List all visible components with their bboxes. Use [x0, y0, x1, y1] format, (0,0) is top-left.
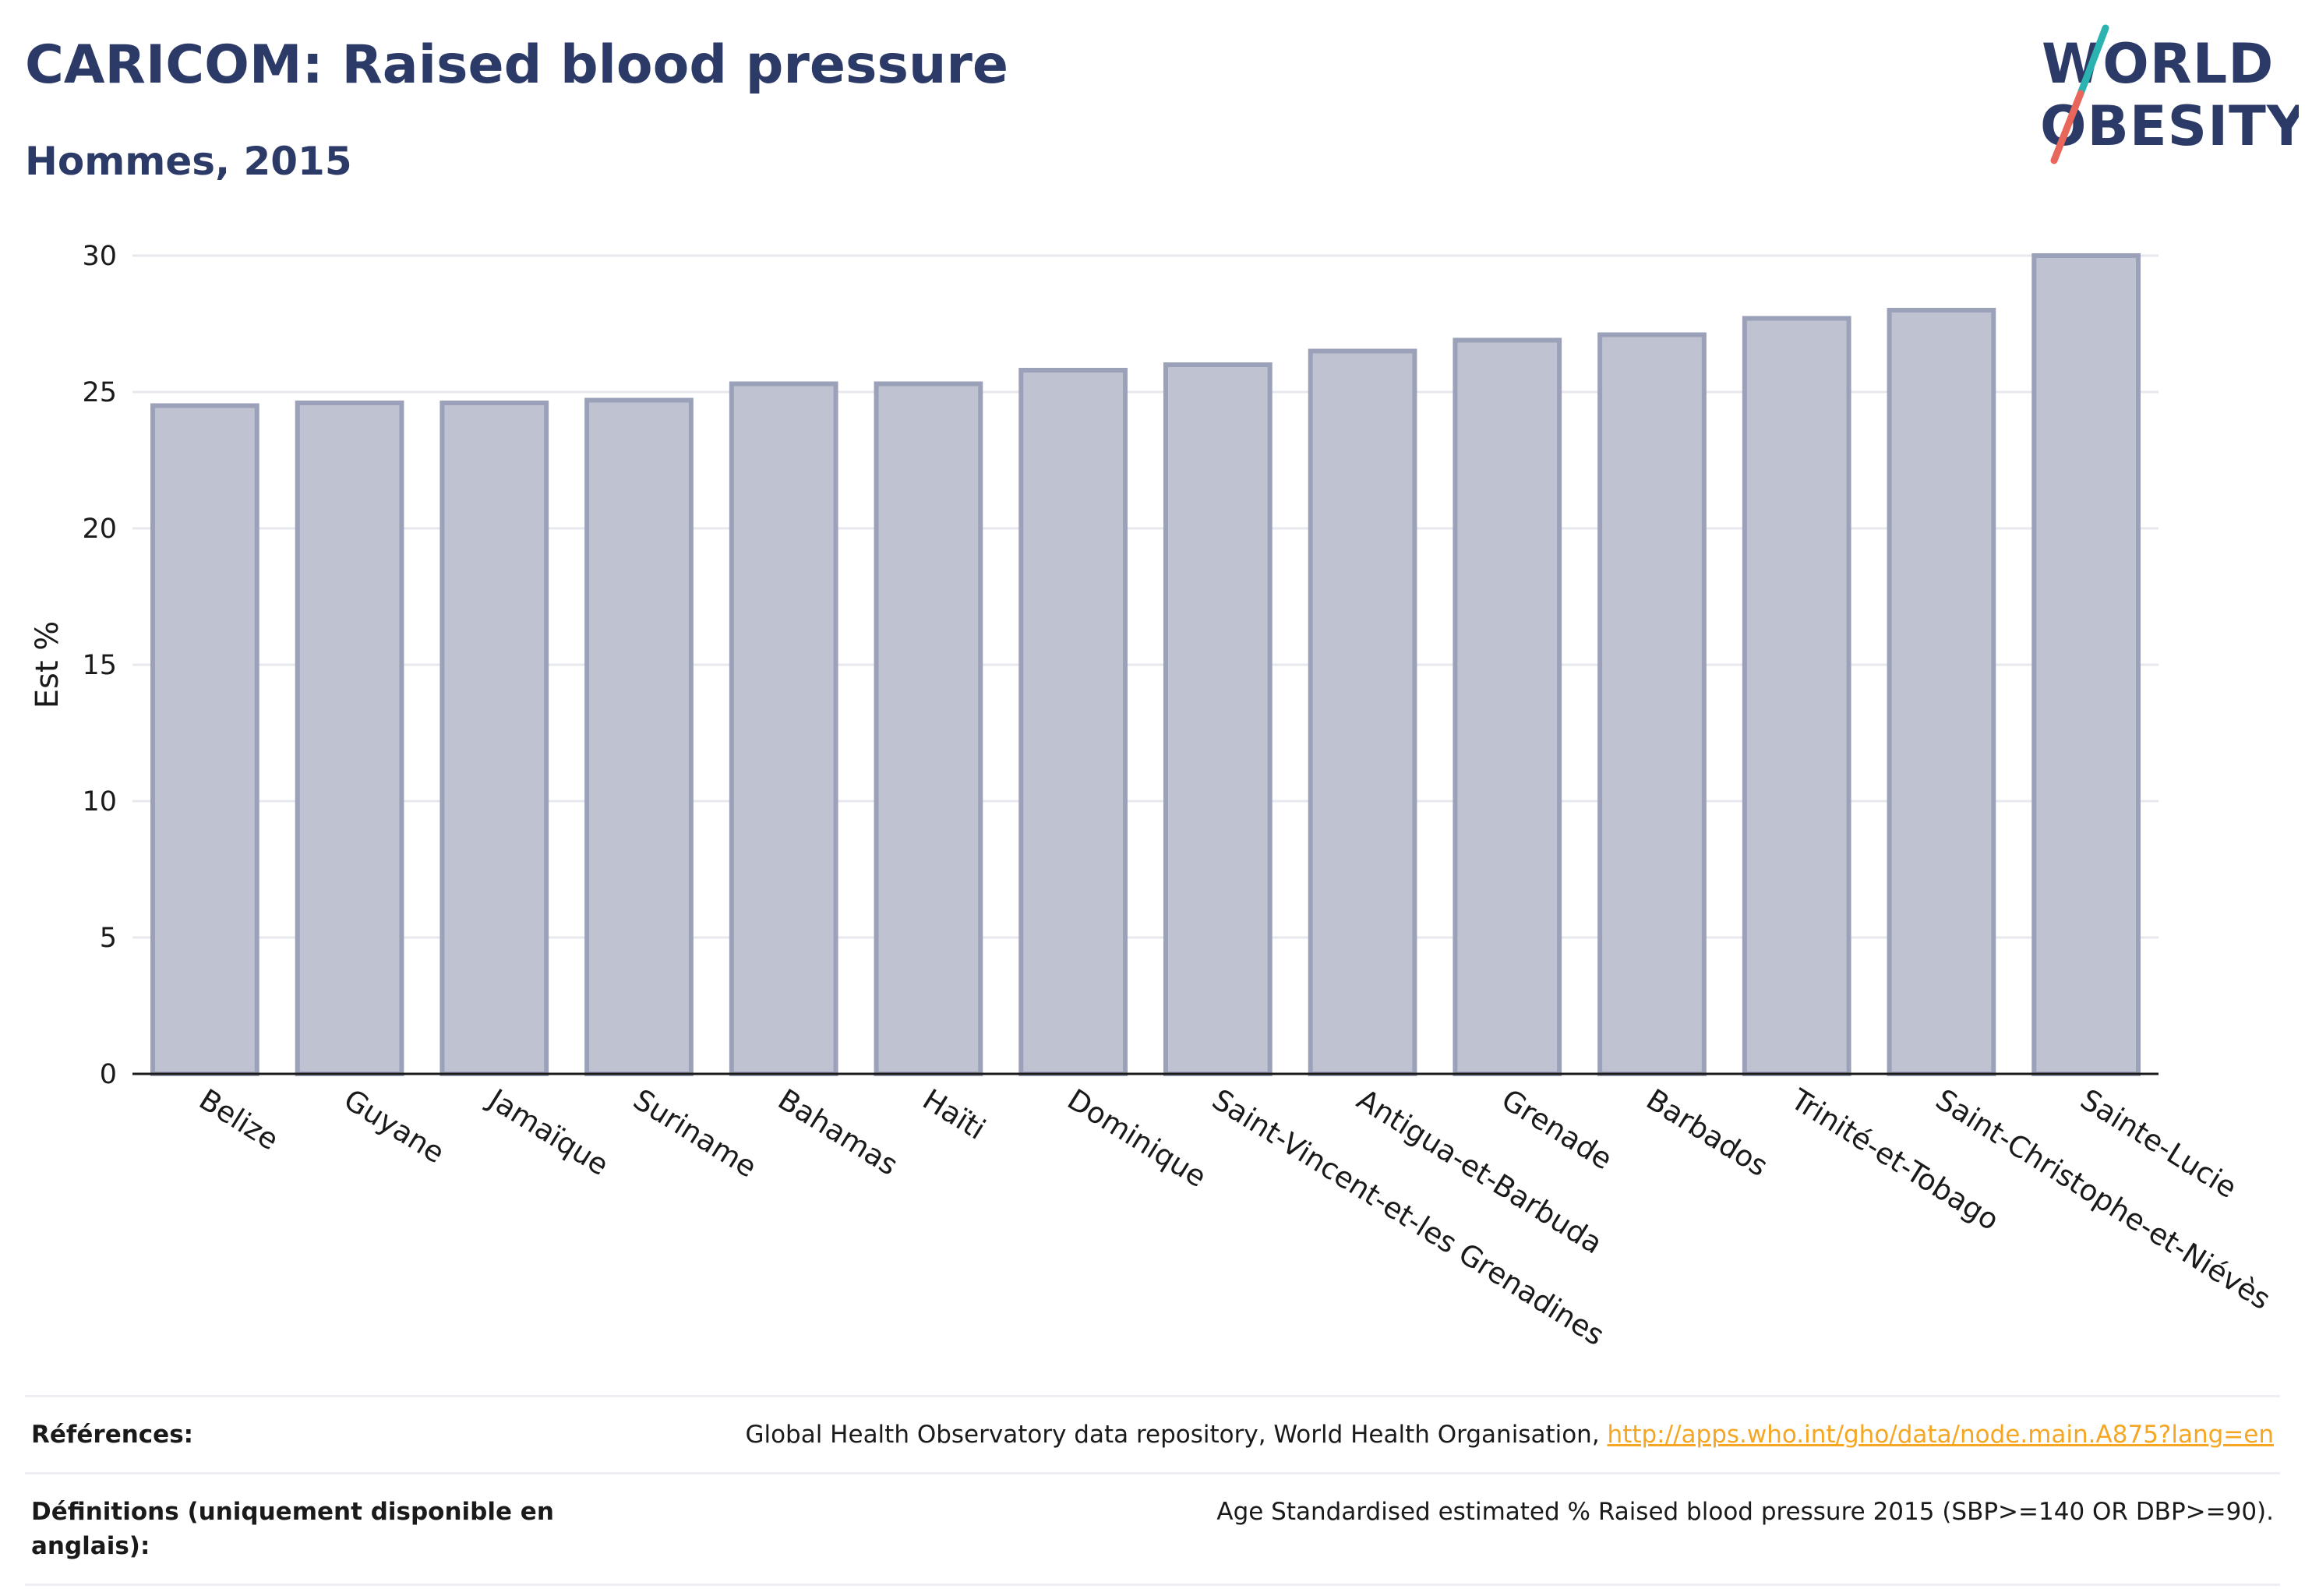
references-label: Références:	[31, 1421, 194, 1449]
definitions-value: Age Standardised estimated % Raised bloo…	[1216, 1498, 2274, 1526]
x-tick-label: Belize	[193, 1082, 284, 1156]
world-obesity-logo: WORLD OBESITY	[2040, 24, 2299, 164]
x-tick-label: Haïti	[917, 1082, 991, 1146]
bar	[729, 381, 838, 1076]
bar	[1887, 308, 1996, 1076]
y-tick-label: 15	[82, 650, 117, 681]
y-tick-label: 20	[82, 514, 117, 545]
x-tick-label: Guyane	[338, 1082, 450, 1170]
x-tick-label: Antigua-et-Barbuda	[1351, 1082, 1608, 1260]
bar	[1163, 362, 1273, 1076]
references-value: Global Health Observatory data repositor…	[745, 1418, 2274, 1452]
logo-line1: WORLD	[2042, 32, 2274, 96]
x-tick-label: Grenade	[1496, 1082, 1618, 1176]
y-tick-label: 5	[100, 923, 117, 954]
definitions-row: Définitions (uniquement disponible en an…	[25, 1472, 2280, 1586]
x-tick-label: Barbados	[1640, 1082, 1774, 1183]
chart-subtitle: Hommes, 2015	[25, 139, 352, 184]
logo-slash-bottom	[2050, 90, 2084, 164]
bar	[439, 401, 549, 1076]
bar	[1742, 316, 1851, 1076]
footer-table: Références: Global Health Observatory da…	[25, 1395, 2280, 1586]
bar	[2031, 253, 2141, 1076]
references-row: Références: Global Health Observatory da…	[25, 1395, 2280, 1472]
x-tick-label: Jamaïque	[482, 1082, 615, 1182]
definitions-label: Définitions (uniquement disponible en an…	[31, 1498, 554, 1560]
references-link[interactable]: http://apps.who.int/gho/data/node.main.A…	[1607, 1421, 2274, 1449]
references-text: Global Health Observatory data repositor…	[745, 1421, 1608, 1449]
bar-chart: 0 5 10 15 20 25 30 Belize Guyane Jamaïque Suriname…	[30, 241, 2276, 1352]
bar	[584, 397, 694, 1076]
y-tick-label: 30	[82, 241, 117, 272]
y-tick-label: 0	[100, 1059, 117, 1090]
x-tick-label: Dominique	[1061, 1082, 1212, 1194]
bar	[150, 403, 259, 1076]
chart-title: CARICOM: Raised blood pressure	[25, 34, 1009, 96]
bar	[1453, 337, 1562, 1076]
y-tick-label: 10	[82, 786, 117, 817]
x-tick-label: Suriname	[627, 1082, 762, 1184]
bar	[874, 381, 983, 1076]
logo-slash-top	[2077, 24, 2109, 97]
x-tick-label: Bahamas	[772, 1082, 904, 1182]
y-axis-title: Est %	[30, 621, 65, 709]
bar	[1018, 368, 1128, 1076]
y-tick-label: 25	[82, 377, 117, 408]
logo-line2: OBESITY	[2040, 94, 2299, 158]
bar	[295, 401, 404, 1076]
bar	[1308, 348, 1417, 1076]
bar	[1597, 332, 1707, 1076]
